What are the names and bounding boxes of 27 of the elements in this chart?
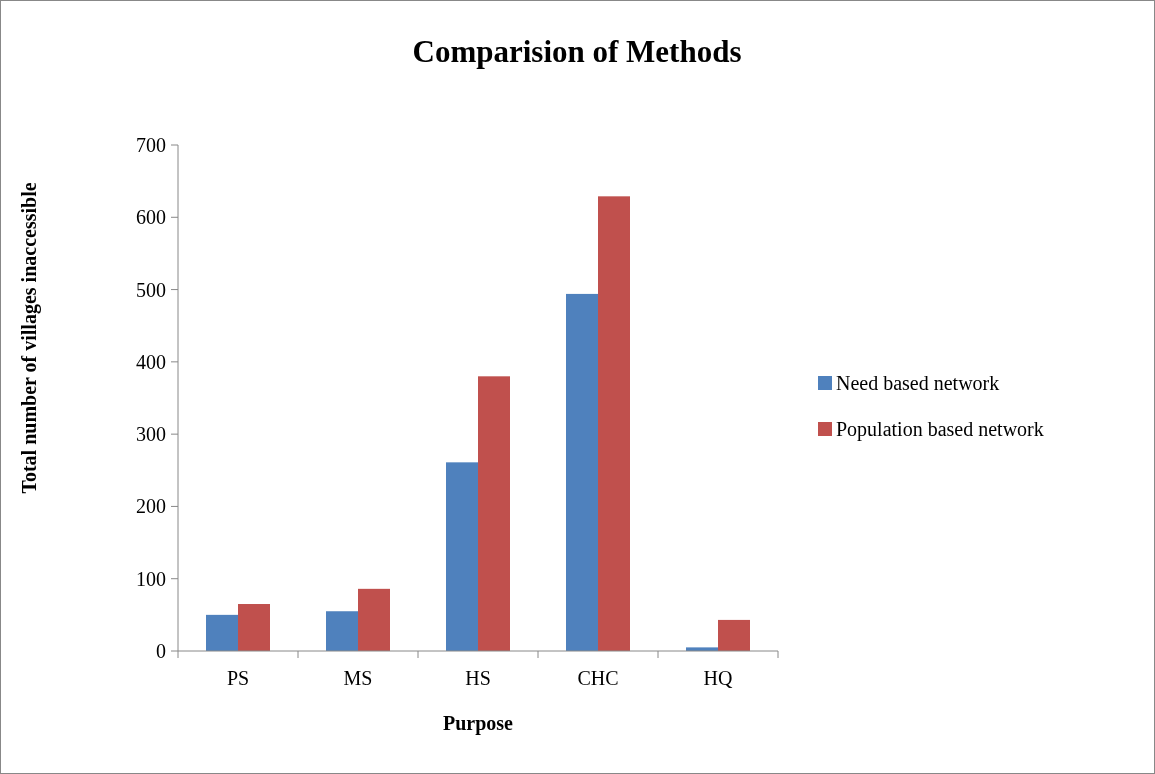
chart-title: Comparision of Methods bbox=[412, 34, 742, 69]
bar bbox=[478, 376, 510, 651]
bar bbox=[566, 293, 598, 651]
bar bbox=[358, 588, 390, 651]
legend-label: Need based network bbox=[836, 372, 1000, 394]
y-tick-label: 100 bbox=[136, 567, 166, 590]
y-tick-label: 500 bbox=[136, 278, 166, 301]
bar bbox=[718, 619, 750, 651]
x-tick-label: PS bbox=[226, 667, 250, 689]
x-tick-label: HQ bbox=[703, 667, 733, 689]
x-tick-label: HS bbox=[465, 667, 491, 689]
bar bbox=[326, 611, 358, 651]
x-axis-title: Purpose bbox=[443, 712, 514, 735]
y-tick-label: 700 bbox=[136, 134, 166, 156]
x-tick-label: CHC bbox=[577, 667, 619, 689]
y-axis-title: Total number of villages inaccessible bbox=[18, 182, 41, 494]
y-tick-label: 300 bbox=[136, 423, 166, 446]
y-tick-label: 400 bbox=[136, 350, 166, 373]
bar bbox=[598, 196, 630, 651]
bar bbox=[238, 604, 270, 651]
y-tick-label: 200 bbox=[136, 495, 166, 518]
bar bbox=[206, 614, 238, 651]
bar bbox=[446, 462, 478, 651]
y-tick-label: 600 bbox=[136, 206, 166, 229]
x-tick-label: MS bbox=[343, 667, 373, 689]
y-tick-label: 0 bbox=[156, 640, 166, 662]
legend-label: Population based network bbox=[836, 418, 1044, 441]
